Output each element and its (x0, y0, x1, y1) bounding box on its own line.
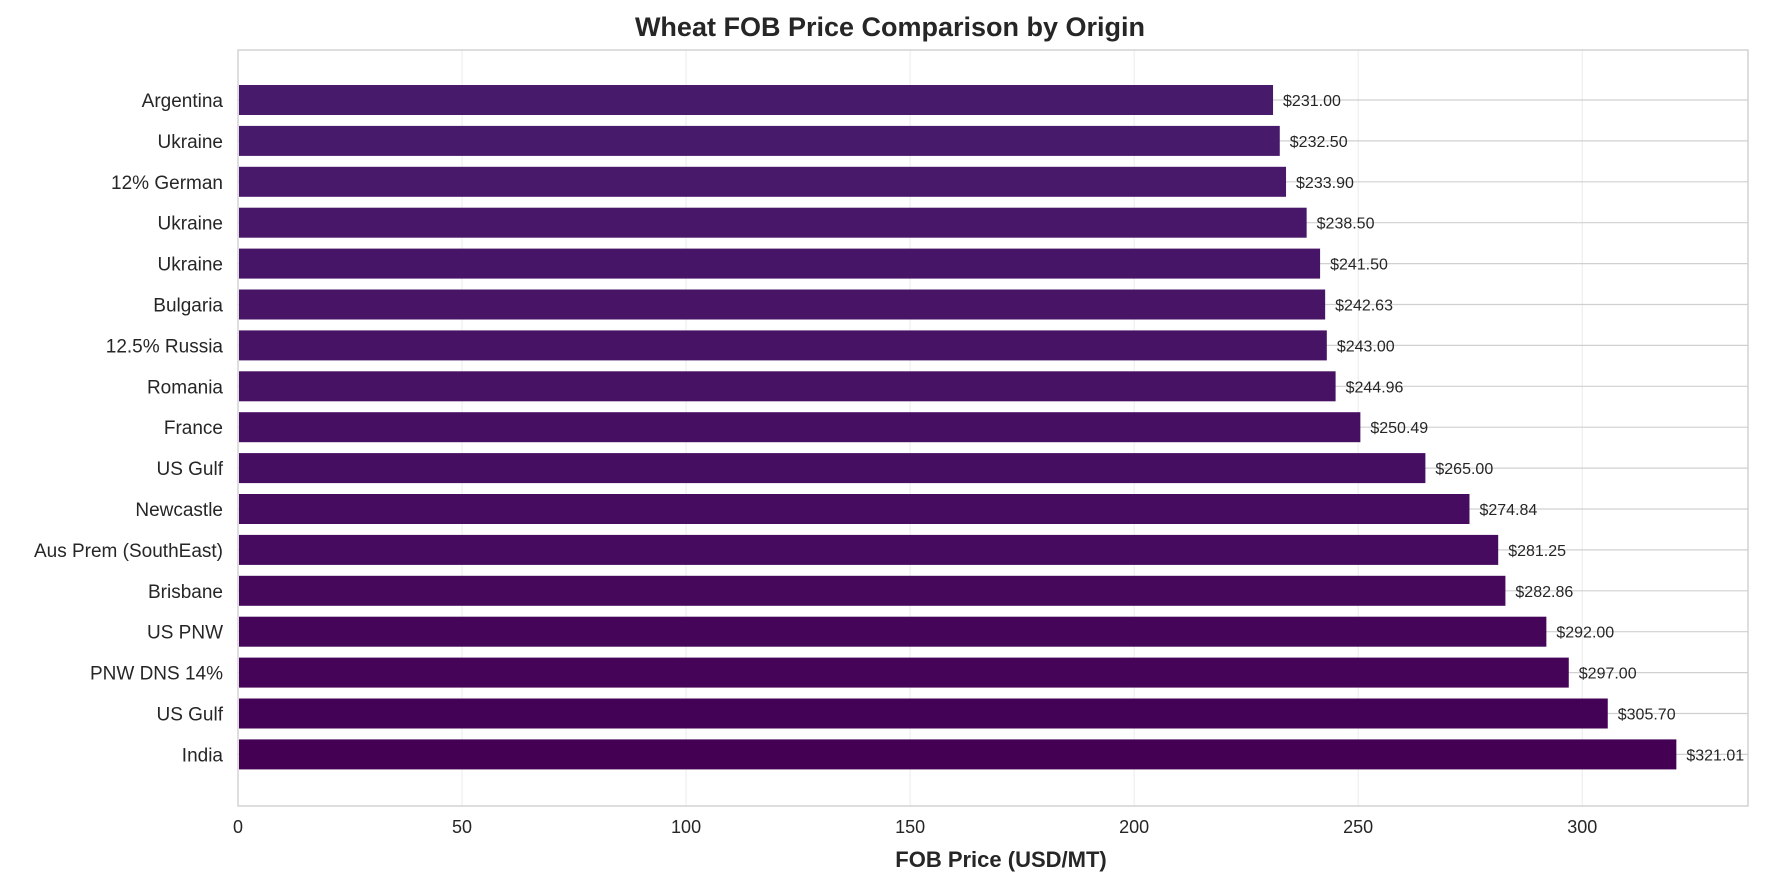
bar (239, 207, 1307, 238)
category-label: France (164, 418, 223, 439)
category-label: 12.5% Russia (106, 336, 224, 357)
data-label: $274.84 (1479, 502, 1537, 519)
bar (239, 85, 1274, 115)
data-label: $232.50 (1290, 134, 1348, 151)
bar (239, 453, 1426, 484)
x-tick-label: 100 (671, 817, 701, 837)
data-label: $297.00 (1579, 666, 1637, 683)
bar (239, 616, 1547, 647)
bar (239, 494, 1470, 524)
category-label: Brisbane (148, 582, 223, 603)
plot-frame (237, 49, 1749, 807)
data-label: $242.63 (1335, 298, 1393, 315)
data-label: $233.90 (1296, 175, 1354, 192)
category-label: Argentina (142, 91, 224, 112)
bar (239, 412, 1361, 443)
category-label: PNW DNS 14% (90, 664, 223, 685)
data-label: $241.50 (1330, 257, 1388, 274)
x-tick-label: 0 (233, 817, 243, 837)
category-label: Ukraine (158, 132, 223, 153)
chart-title: Wheat FOB Price Comparison by Origin (635, 12, 1145, 42)
bar (239, 657, 1569, 688)
data-label: $265.00 (1435, 461, 1493, 478)
bar (239, 248, 1321, 279)
x-axis-ticks: 0 50 100 150 200 250 300 (233, 817, 1597, 837)
category-label: Ukraine (158, 255, 223, 276)
category-label: India (182, 745, 224, 766)
bar (239, 289, 1326, 320)
data-label: $321.01 (1686, 747, 1744, 764)
x-tick-label: 50 (452, 817, 472, 837)
category-label: Newcastle (135, 500, 223, 521)
data-label: $250.49 (1370, 420, 1428, 437)
bar (239, 698, 1608, 729)
x-axis-label: FOB Price (USD/MT) (895, 847, 1106, 872)
bars (239, 85, 1677, 770)
category-label: Ukraine (158, 214, 223, 235)
category-label: Romania (147, 377, 223, 398)
category-label: Bulgaria (153, 296, 223, 317)
data-label: $281.25 (1508, 543, 1566, 560)
data-label: $238.50 (1317, 216, 1375, 233)
category-label: US Gulf (156, 705, 223, 726)
x-tick-label: 250 (1343, 817, 1373, 837)
bar (239, 534, 1499, 565)
data-label: $243.00 (1337, 338, 1395, 355)
x-tick-label: 300 (1567, 817, 1597, 837)
y-axis-ticks: Argentina Ukraine 12% German Ukraine Ukraine… (34, 91, 224, 766)
data-label: $231.00 (1283, 93, 1341, 110)
category-label: 12% German (111, 173, 223, 194)
data-label: $292.00 (1556, 625, 1614, 642)
value-labels: $231.00 $232.50 $233.90 $238.50 $241.50 $242.… (1283, 93, 1744, 764)
data-label: $244.96 (1346, 379, 1404, 396)
bar (239, 166, 1287, 197)
data-label: $282.86 (1515, 584, 1573, 601)
x-tick-label: 200 (1119, 817, 1149, 837)
data-label: $305.70 (1618, 707, 1676, 724)
bar (239, 330, 1327, 361)
bar (239, 739, 1677, 770)
category-label: Aus Prem (SouthEast) (34, 541, 223, 562)
bar (239, 575, 1506, 606)
category-label: US Gulf (156, 459, 223, 480)
bar (239, 125, 1280, 156)
x-tick-label: 150 (895, 817, 925, 837)
bar (239, 371, 1336, 402)
category-label: US PNW (147, 623, 223, 644)
